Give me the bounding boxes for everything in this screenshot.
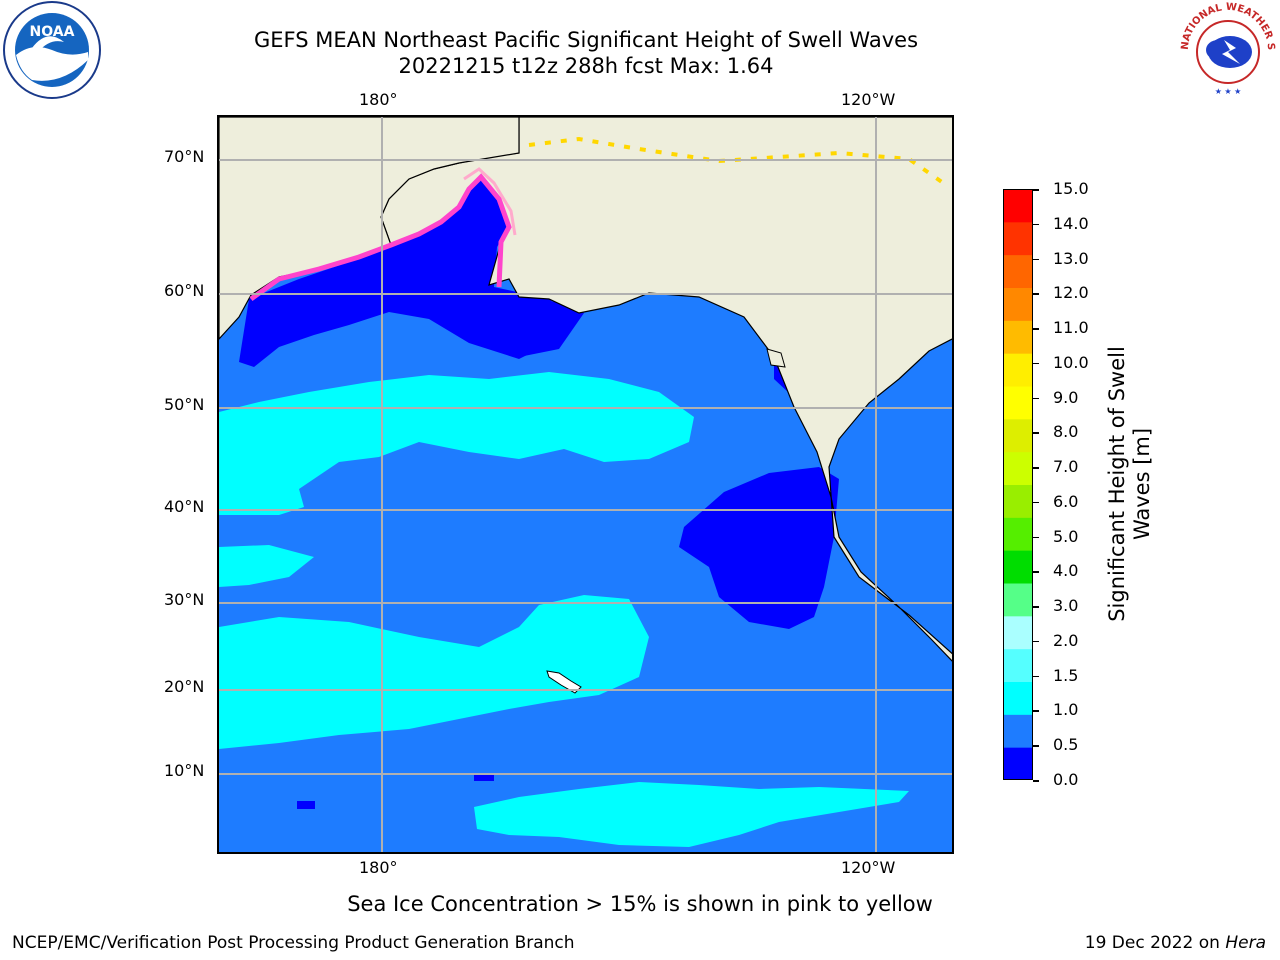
lon-label-bottom-180: 180° [359,858,398,877]
colorbar-tick-label: 11.0 [1053,318,1089,338]
lat-label-20n: 20°N [164,677,205,696]
lat-label-60n: 60°N [164,281,205,300]
colorbar-segment [1003,517,1033,551]
colorbar-segment [1003,451,1033,485]
colorbar-segment [1003,287,1033,321]
lat-label-50n: 50°N [164,395,205,414]
lat-label-70n: 70°N [164,147,205,166]
colorbar [1003,189,1033,780]
colorbar-tick-label: 3.0 [1053,596,1079,616]
lon-label-top-180: 180° [359,90,398,109]
ice-edge-pink [463,167,517,236]
lon-label-bottom-120w: 120°W [841,858,896,877]
colorbar-segment [1003,747,1033,780]
colorbar-tick-label: 8.0 [1053,422,1079,442]
colorbar-tick-label: 0.0 [1053,770,1079,789]
colorbar-segment [1003,386,1033,420]
colorbar-tick-label: 12.0 [1053,283,1089,303]
colorbar-tick-mark [1033,432,1039,434]
colorbar-tick-mark [1033,258,1039,261]
colorbar-tick-mark [1033,675,1039,678]
noaa-logo: NOAA [3,1,101,99]
colorbar-segment [1003,484,1033,518]
colorbar-tick-label: 5.0 [1053,526,1079,546]
colorbar-tick-mark [1033,571,1039,573]
colorbar-tick-mark [1033,467,1039,469]
date-stamp: 19 Dec 2022 on Hera [1085,932,1266,954]
gridlines [219,117,952,852]
colorbar-segment [1003,320,1033,354]
ice-edge-alaska [249,173,512,302]
colorbar-tick-mark [1033,397,1039,400]
colorbar-segment [1003,550,1033,584]
colorbar-tick-label: 7.0 [1053,457,1079,477]
system-name: Hera [1225,933,1266,953]
low-swell-spot-2 [297,801,315,809]
colorbar-tick-label: 0.5 [1053,735,1079,755]
swell-height-map [219,117,952,852]
lat-label-10n: 10°N [164,761,205,780]
colorbar-tick-label: 2.0 [1053,630,1079,650]
colorbar-frame [1003,189,1033,780]
colorbar-tick-label: 1.0 [1053,700,1079,720]
low-swell-spot-1 [474,773,494,781]
colorbar-tick-mark [1033,745,1039,747]
low-swell-inlet [519,297,584,357]
colorbar-tick-mark [1033,780,1039,782]
colorbar-segment [1003,254,1033,288]
colorbar-tick-label: 9.0 [1053,387,1079,407]
colorbar-segment [1003,714,1033,748]
colorbar-tick-label: 4.0 [1053,561,1079,581]
date-text: 19 Dec 2022 on [1084,933,1220,953]
swell-band-subtropic [219,595,649,749]
colorbar-tick-mark [1033,362,1039,365]
colorbar-tick-mark [1033,293,1039,295]
colorbar-tick-mark [1033,710,1039,712]
credit-text: NCEP/EMC/Verification Post Processing Pr… [12,933,575,953]
svg-text:★ ★ ★: ★ ★ ★ [1215,87,1242,96]
colorbar-segment [1003,353,1033,387]
lon-label-top-120w: 120°W [841,90,896,109]
land-island-1 [766,348,786,368]
map-title: GEFS MEAN Northeast Pacific Significant … [253,28,919,52]
land-siberia [219,117,520,340]
colorbar-tick-label: 15.0 [1053,179,1089,198]
colorbar-tick-mark [1033,328,1039,330]
sea-ice-footnote: Sea Ice Concentration > 15% is shown in … [347,892,933,916]
nws-logo: NATIONAL WEATHER SERVICE ★ ★ ★ [1178,0,1276,98]
colorbar-tick-mark [1033,501,1039,504]
colorbar-tick-mark [1033,536,1039,539]
colorbar-tick-mark [1033,640,1039,643]
colorbar-tick-mark [1033,223,1039,226]
colorbar-tick-label: 1.5 [1053,665,1079,685]
colorbar-segment [1003,221,1033,256]
colorbar-tick-label: 13.0 [1053,248,1089,268]
low-swell-bering [239,172,569,367]
swell-band-west [219,545,314,587]
colorbar-segment [1003,583,1033,617]
colorbar-tick-label: 6.0 [1053,491,1079,511]
colorbar-segment [1003,681,1033,715]
colorbar-label: Significant Height of Swell Waves [m] [1105,346,1154,622]
svg-text:NOAA: NOAA [30,24,75,40]
lat-label-40n: 40°N [164,497,205,516]
colorbar-tick-mark [1033,606,1039,608]
colorbar-segment [1003,615,1033,650]
colorbar-segment [1003,418,1033,453]
colorbar-tick-mark [1033,189,1039,191]
swell-band-tropic [474,782,909,847]
colorbar-tick-label: 10.0 [1053,352,1089,372]
colorbar-segment [1003,648,1033,682]
colorbar-segment [1003,189,1033,223]
map-subtitle: 20221215 t12z 288h fcst Max: 1.64 [398,54,774,78]
ice-edge-yellow [528,136,951,189]
map-panel [217,115,954,854]
lat-label-30n: 30°N [164,590,205,609]
low-swell-east [679,467,839,629]
colorbar-tick-label: 14.0 [1053,213,1089,233]
